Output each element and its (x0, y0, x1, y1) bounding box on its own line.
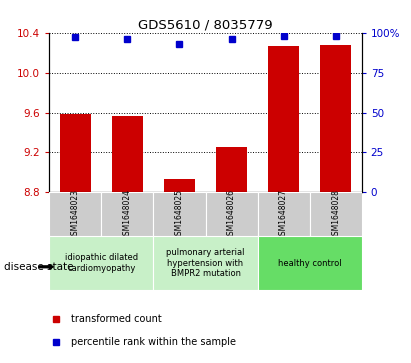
Bar (268, 46, 299, 192)
Text: transformed count: transformed count (71, 314, 162, 324)
Bar (49, 236, 153, 290)
Bar (320, 45, 351, 192)
Bar (258, 192, 309, 236)
Text: GSM1648025: GSM1648025 (175, 189, 184, 240)
Bar (102, 192, 153, 236)
Text: GSM1648027: GSM1648027 (279, 189, 288, 240)
Title: GDS5610 / 8035779: GDS5610 / 8035779 (138, 19, 273, 32)
Text: GSM1648024: GSM1648024 (123, 189, 132, 240)
Bar (258, 236, 362, 290)
Text: GSM1648026: GSM1648026 (227, 189, 236, 240)
Bar (49, 192, 102, 236)
Text: percentile rank within the sample: percentile rank within the sample (71, 337, 236, 347)
Text: disease state: disease state (4, 262, 74, 272)
Bar (60, 114, 91, 192)
Bar (112, 115, 143, 192)
Bar (206, 192, 258, 236)
Bar (309, 192, 362, 236)
Bar (164, 179, 195, 192)
Bar (216, 147, 247, 192)
Text: pulmonary arterial
hypertension with
BMPR2 mutation: pulmonary arterial hypertension with BMP… (166, 248, 245, 278)
Text: healthy control: healthy control (278, 259, 342, 268)
Text: GSM1648028: GSM1648028 (331, 189, 340, 240)
Bar (153, 236, 258, 290)
Text: idiopathic dilated
cardiomyopathy: idiopathic dilated cardiomyopathy (65, 253, 138, 273)
Text: GSM1648023: GSM1648023 (71, 189, 80, 240)
Bar (153, 192, 206, 236)
